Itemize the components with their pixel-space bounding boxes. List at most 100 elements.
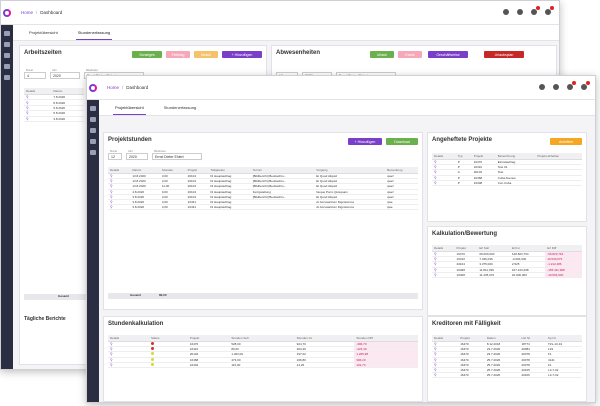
sidebar-icon[interactable]	[4, 53, 10, 58]
search-icon[interactable]: ⚲	[108, 346, 149, 353]
tab-projektuebersicht[interactable]: Projektübersicht	[29, 30, 58, 35]
table-row[interactable]: ⚲ 8.8.2020	[24, 99, 84, 106]
table-row[interactable]: ⚲ 13.8.2020 11,00 20104 Di Hauptauftrag [Bild…	[108, 183, 418, 190]
table-row[interactable]: ⚲ 7.8.2020	[24, 94, 84, 101]
geschaeftsreise-button[interactable]: Geschäftsreise	[428, 51, 468, 58]
search-icon[interactable]: ⚲	[108, 204, 131, 211]
sidebar-icon[interactable]	[90, 106, 96, 111]
table-row[interactable]: ⚲ 16470 8.12.2018 18774 TZL-13-43	[432, 341, 582, 348]
notification-icon[interactable]	[567, 81, 576, 90]
table-row[interactable]: ⚲ 3.8.2020 3,00 16431 Di Hauptauftrag At Accu…	[108, 199, 418, 206]
users-icon[interactable]	[553, 84, 559, 90]
search-icon[interactable]: ⚲	[432, 180, 456, 186]
search-icon[interactable]: ⚲	[108, 351, 149, 358]
sidebar-icon[interactable]	[90, 117, 96, 122]
table-row[interactable]: ⚲ 16470 23.7.2020 20078 F1	[432, 351, 582, 358]
table-row[interactable]: ⚲ 16470 69.000,000 128.823,764 -59.823,764	[432, 251, 582, 258]
add-button[interactable]: + Hinzufügen	[348, 138, 382, 145]
urlaub-button[interactable]: Urlaub	[194, 51, 218, 58]
sidebar-icon[interactable]	[90, 139, 96, 144]
search-icon[interactable]: ⚲	[432, 267, 455, 273]
table-row[interactable]: ⚲ P 16408 Con Cuba	[432, 180, 582, 186]
search-icon[interactable]: ⚲	[108, 357, 149, 363]
notification-icon[interactable]	[531, 6, 540, 15]
add-button[interactable]: + Hinzufügen	[222, 51, 262, 58]
sonstiges-button[interactable]: Sonstiges	[132, 51, 162, 58]
search-icon[interactable]: ⚲	[432, 261, 455, 268]
table-row[interactable]: ⚲ 3.8.2020 3,00 20104 Di Hauptauftrag [Bildbe…	[108, 194, 418, 200]
download-button[interactable]: Download	[386, 138, 418, 145]
search-icon[interactable]: ⚲	[432, 367, 459, 374]
krank-button[interactable]: Krank	[398, 51, 422, 58]
breadcrumb-home[interactable]: Home	[21, 10, 34, 15]
table-row[interactable]: ⚲ 16470 25.7.2020 20078 F1	[432, 362, 582, 368]
table-row[interactable]: ⚲ A 20104 Test	[432, 169, 582, 176]
month-select[interactable]: Monat 12	[108, 150, 122, 160]
tab-stundenerfassung[interactable]: Stundenerfassung	[163, 105, 197, 110]
search-icon[interactable]: ⚲	[432, 272, 455, 278]
search-icon[interactable]: ⚲	[432, 251, 455, 258]
table-row[interactable]: ⚲ P 16468 Cuba Avenue	[432, 175, 582, 181]
table-row[interactable]: ⚲ 16470 528,00 924,70 -396,70	[108, 341, 418, 348]
table-row[interactable]: ⚲ 16470 23.7.2020 20084 123	[432, 346, 582, 353]
search-icon[interactable]: ⚲	[432, 256, 455, 263]
sidebar-icon[interactable]	[4, 42, 10, 47]
table-row[interactable]: ⚲ 16470 25.7.2020 20105 L3-7-32	[432, 367, 582, 374]
search-icon[interactable]: ⚲	[432, 175, 456, 181]
users-icon[interactable]	[517, 9, 523, 15]
table-row[interactable]: ⚲ 20104 3.375,000 2.525 -1.212,486	[432, 261, 582, 268]
table-row[interactable]: ⚲ P 16410 Test 01	[432, 164, 582, 171]
year-select[interactable]: Jahr 2020	[50, 69, 80, 79]
search-icon[interactable]: ⚲	[108, 189, 131, 195]
table-row[interactable]: ⚲ 20104 1.463,00 197,02 1.265,98	[108, 351, 418, 358]
table-row[interactable]: ⚲ 16470 25.7.2020 20078 4141	[432, 357, 582, 363]
search-icon[interactable]: ⚲	[108, 183, 131, 190]
search-icon[interactable]: ⚲	[432, 346, 459, 353]
search-icon[interactable]: ⚲	[432, 372, 459, 379]
table-row[interactable]: ⚲ 13.8.2020 3,00 20104 Di Hauptauftrag [Bildb…	[108, 173, 418, 180]
table-row[interactable]: ⚲ 13.8.2020 3,00 20104 Di Hauptauftrag [Bildb…	[108, 178, 418, 185]
table-row[interactable]: ⚲ 3.8.2020	[24, 116, 84, 122]
info-icon[interactable]	[539, 84, 545, 90]
user-icon[interactable]	[545, 6, 554, 15]
month-select[interactable]: Monat 4	[24, 69, 46, 79]
table-row[interactable]: ⚲ 5.8.2020	[24, 105, 84, 112]
info-icon[interactable]	[503, 9, 509, 15]
search-icon[interactable]: ⚲	[24, 94, 52, 101]
tab-projektuebersicht[interactable]: Projektübersicht	[113, 101, 146, 115]
search-icon[interactable]: ⚲	[432, 164, 456, 171]
search-icon[interactable]: ⚲	[24, 105, 52, 112]
table-row[interactable]: ⚲ 16410 7.436,036 -3.094,040 10.530,076	[432, 256, 582, 263]
search-icon[interactable]: ⚲	[108, 173, 131, 180]
search-icon[interactable]: ⚲	[432, 351, 459, 358]
table-row[interactable]: ⚲ 16404 116,00 14,26 101,74	[108, 362, 418, 368]
urlaub-button[interactable]: Urlaub	[370, 51, 394, 58]
breadcrumb-home[interactable]: Home	[107, 85, 120, 90]
search-icon[interactable]: ⚲	[108, 178, 131, 185]
table-row[interactable]: ⚲ 16470 25.7.2020 20106 L3-7-32	[432, 372, 582, 379]
search-icon[interactable]: ⚲	[108, 199, 131, 206]
table-row[interactable]: ⚲ P 16470 Einzelauftrag	[432, 159, 582, 166]
search-icon[interactable]: ⚲	[24, 116, 52, 122]
search-icon[interactable]: ⚲	[108, 194, 131, 200]
table-row[interactable]: ⚲ 16468 473,00 166,80 306,20	[108, 357, 418, 363]
sidebar-icon[interactable]	[4, 31, 10, 36]
urlaubsplan-button[interactable]: Urlaubsplan	[484, 51, 524, 58]
feiertag-button[interactable]: Feiertag	[166, 51, 190, 58]
search-icon[interactable]: ⚲	[432, 159, 456, 166]
search-icon[interactable]: ⚲	[432, 341, 459, 348]
sidebar-icon[interactable]	[90, 128, 96, 133]
anheften-button[interactable]: Anheften	[550, 138, 582, 145]
user-icon[interactable]	[581, 81, 590, 90]
sidebar-icon[interactable]	[4, 75, 10, 80]
table-row[interactable]: ⚲ 16410 80,00 303,49 -223,49	[108, 346, 418, 353]
table-row[interactable]: ⚲ 5.8.2020	[24, 110, 84, 117]
sidebar-icon[interactable]	[90, 150, 96, 155]
search-icon[interactable]: ⚲	[108, 341, 149, 348]
table-row[interactable]: ⚲ 3.8.2020 3,00 16431 Di Hauptauftrag At Accu…	[108, 204, 418, 211]
search-icon[interactable]: ⚲	[432, 169, 456, 176]
sidebar-icon[interactable]	[4, 64, 10, 69]
table-row[interactable]: ⚲ 4.8.2020 0,00 20104 Di Hauptauftrag Fertigs…	[108, 189, 418, 195]
search-icon[interactable]: ⚲	[24, 110, 52, 117]
year-select[interactable]: Jahr 2020	[126, 150, 148, 160]
